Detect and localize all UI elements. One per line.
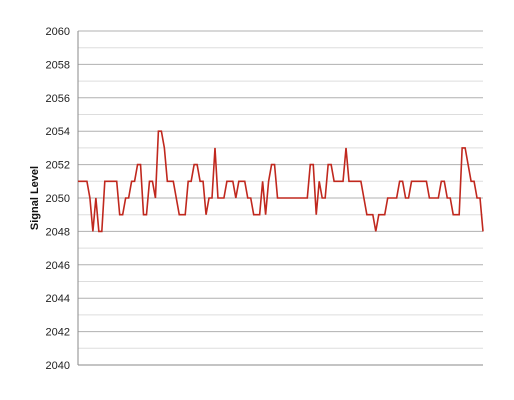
y-tick-label: 2040 — [46, 360, 70, 372]
y-tick-label: 2046 — [46, 260, 70, 272]
y-tick-label: 2044 — [46, 293, 70, 305]
y-tick-labels: 2040 2042 2044 2046 2048 2050 2052 2054 2056 2058… — [46, 26, 70, 372]
y-axis-title: Signal Level — [29, 166, 41, 230]
y-tick-label: 2058 — [46, 59, 70, 71]
y-tick-label: 2052 — [46, 160, 70, 172]
signal-level-series-line — [78, 130, 484, 233]
y-tick-label: 2050 — [46, 193, 70, 205]
y-tick-label: 2048 — [46, 226, 70, 238]
y-tick-label: 2060 — [46, 26, 70, 38]
grid-lines — [78, 30, 483, 349]
y-tick-label: 2056 — [46, 93, 70, 105]
y-tick-label: 2054 — [46, 126, 70, 138]
y-tick-label: 2042 — [46, 327, 70, 339]
